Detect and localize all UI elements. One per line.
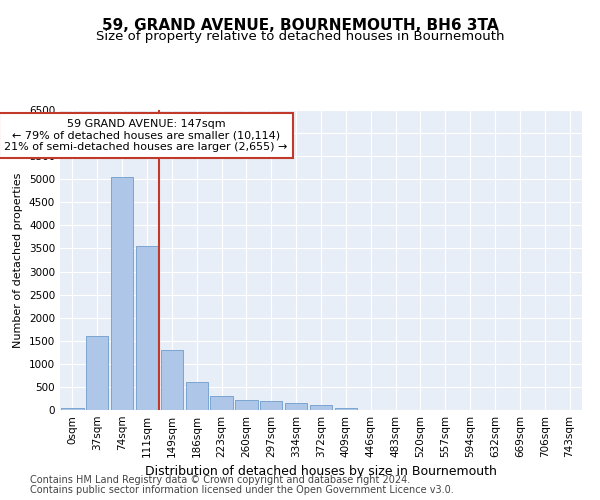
Text: 59 GRAND AVENUE: 147sqm
← 79% of detached houses are smaller (10,114)
21% of sem: 59 GRAND AVENUE: 147sqm ← 79% of detache… xyxy=(4,119,288,152)
Text: 59, GRAND AVENUE, BOURNEMOUTH, BH6 3TA: 59, GRAND AVENUE, BOURNEMOUTH, BH6 3TA xyxy=(101,18,499,32)
Text: Size of property relative to detached houses in Bournemouth: Size of property relative to detached ho… xyxy=(96,30,504,43)
Text: Contains public sector information licensed under the Open Government Licence v3: Contains public sector information licen… xyxy=(30,485,454,495)
Bar xyxy=(310,406,332,410)
Bar xyxy=(335,408,357,410)
Bar xyxy=(185,382,208,410)
Y-axis label: Number of detached properties: Number of detached properties xyxy=(13,172,23,348)
Bar xyxy=(111,177,133,410)
Bar xyxy=(61,408,83,410)
Bar xyxy=(235,400,257,410)
Bar xyxy=(136,246,158,410)
Bar xyxy=(86,336,109,410)
Bar xyxy=(260,401,283,410)
Bar xyxy=(161,350,183,410)
Text: Contains HM Land Registry data © Crown copyright and database right 2024.: Contains HM Land Registry data © Crown c… xyxy=(30,475,410,485)
X-axis label: Distribution of detached houses by size in Bournemouth: Distribution of detached houses by size … xyxy=(145,466,497,478)
Bar xyxy=(211,396,233,410)
Bar xyxy=(285,403,307,410)
